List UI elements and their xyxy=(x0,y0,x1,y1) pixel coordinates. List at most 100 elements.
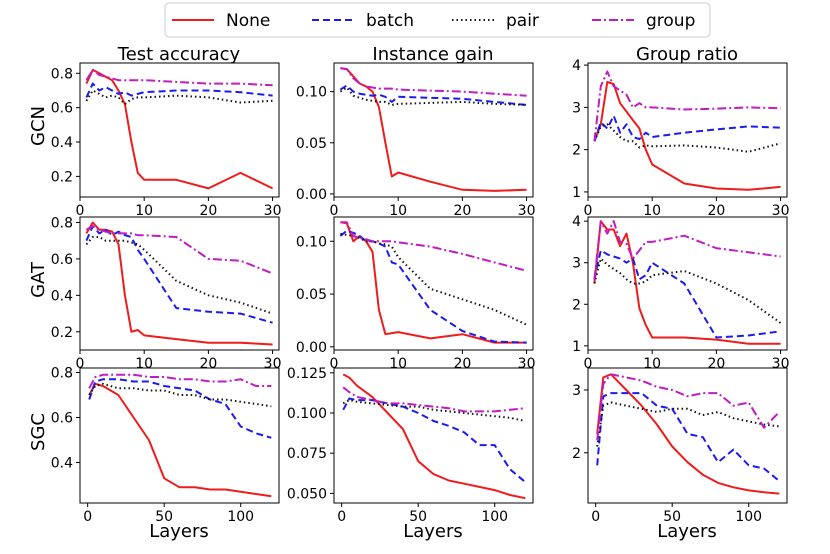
legend-frame xyxy=(164,2,711,38)
x-tick-label: 30 xyxy=(264,203,282,219)
series-line-pair xyxy=(85,89,273,106)
y-tick-label: 0.8 xyxy=(51,366,73,382)
series-line-none xyxy=(593,81,781,191)
series-line-group xyxy=(88,373,272,389)
x-tick-label: 30 xyxy=(772,203,790,219)
y-tick-label: 0.10 xyxy=(296,234,327,250)
x-tick-label: 0 xyxy=(591,509,600,525)
y-tick-label: 0.8 xyxy=(51,66,73,82)
series-line-batch xyxy=(85,225,273,324)
series-line-group xyxy=(85,68,273,87)
legend-label-pair: pair xyxy=(506,11,539,31)
series-line-pair xyxy=(85,236,273,315)
axes-frame xyxy=(333,62,534,198)
y-tick-label: 0.6 xyxy=(51,252,73,268)
x-tick-label: 50 xyxy=(155,509,173,525)
series-line-group xyxy=(593,70,781,142)
column-title-test-accuracy: Test accuracy xyxy=(117,44,241,65)
y-tick-label: 3 xyxy=(572,100,581,116)
column-title-instance-gain: Instance gain xyxy=(372,44,493,65)
x-tick-label: 10 xyxy=(643,203,661,219)
y-tick-label: 0.075 xyxy=(287,446,327,462)
x-tick-label: 0 xyxy=(337,509,346,525)
series-line-none xyxy=(85,68,274,190)
row-label-sgc: SGC xyxy=(28,413,49,451)
series-line-pair xyxy=(593,257,782,324)
y-tick-label: 0.050 xyxy=(287,486,327,502)
x-tick-label: 30 xyxy=(518,203,536,219)
y-tick-label: 0.4 xyxy=(51,288,73,304)
axes-frame xyxy=(79,62,280,198)
series-line-batch xyxy=(596,392,780,482)
axes-frame xyxy=(79,216,280,351)
axes-frame xyxy=(587,62,788,198)
x-tick-label: 0 xyxy=(584,203,593,219)
series-line-batch xyxy=(593,249,781,339)
axes-frame xyxy=(587,216,788,351)
row-label-gcn: GCN xyxy=(28,106,49,146)
y-tick-label: 1 xyxy=(572,185,581,201)
series-line-group xyxy=(593,220,781,280)
y-tick-label: 0.4 xyxy=(51,135,73,151)
y-tick-label: 4 xyxy=(572,214,581,230)
y-tick-label: 2 xyxy=(572,297,581,313)
y-tick-label: 3 xyxy=(572,383,581,399)
x-tick-label: 20 xyxy=(453,356,471,372)
series-line-pair xyxy=(593,123,781,153)
series-line-batch xyxy=(342,397,526,483)
series-line-pair xyxy=(339,86,527,106)
legend-label-batch: batch xyxy=(366,11,414,31)
series-line-group xyxy=(342,386,526,413)
y-tick-label: 0.2 xyxy=(51,169,73,185)
series-line-none xyxy=(85,221,273,346)
y-tick-label: 0.05 xyxy=(296,136,327,152)
y-tick-label: 2 xyxy=(572,446,581,462)
y-tick-label: 0.05 xyxy=(296,287,327,303)
y-tick-label: 1 xyxy=(572,339,581,355)
y-tick-label: 3 xyxy=(572,256,581,272)
y-tick-label: 0.125 xyxy=(287,366,327,382)
y-tick-label: 0.2 xyxy=(51,325,73,341)
series-line-none xyxy=(342,373,526,500)
axes-frame xyxy=(333,216,534,351)
x-axis-label-instance-gain: Layers xyxy=(403,521,463,542)
y-tick-label: 0.4 xyxy=(51,456,73,472)
axes-frame xyxy=(587,367,788,504)
axes-frame xyxy=(79,367,280,504)
legend-label-none: None xyxy=(226,11,270,31)
series-line-group xyxy=(340,67,527,97)
x-tick-label: 0 xyxy=(584,356,593,372)
x-tick-label: 0 xyxy=(76,356,85,372)
y-tick-label: 0.6 xyxy=(51,101,73,117)
x-tick-label: 0 xyxy=(330,356,339,372)
panel-gat-instance-gain: 0 10 20 300.000.050.10 xyxy=(296,216,535,372)
y-tick-label: 0.00 xyxy=(296,340,327,356)
series-line-none xyxy=(88,382,272,498)
y-tick-label: 0.00 xyxy=(296,187,327,203)
axes-frame xyxy=(333,367,534,504)
series-line-none xyxy=(340,221,527,344)
x-tick-label: 0 xyxy=(330,203,339,219)
x-tick-label: 0 xyxy=(83,509,92,525)
y-tick-label: 2 xyxy=(572,143,581,159)
panels: 0 10 20 300.20.40.60.80 10 20 300.000.050.100 1… xyxy=(51,58,790,525)
series-line-batch xyxy=(339,84,527,106)
x-tick-label: 10 xyxy=(389,356,407,372)
y-tick-label: 0.8 xyxy=(51,215,73,231)
y-tick-label: 0.100 xyxy=(287,406,327,422)
y-tick-label: 4 xyxy=(572,58,581,74)
x-tick-label: 20 xyxy=(199,203,217,219)
y-tick-label: 0.10 xyxy=(296,85,327,101)
panel-gat-test-accuracy: 0 10 20 300.20.40.60.8 xyxy=(51,215,282,372)
series-line-none xyxy=(593,220,781,345)
x-tick-label: 20 xyxy=(453,203,471,219)
series-line-batch xyxy=(88,378,272,439)
x-axis-label-test-accuracy: Layers xyxy=(149,521,209,542)
x-tick-label: 10 xyxy=(135,203,153,219)
x-tick-label: 50 xyxy=(663,509,681,525)
series-line-batch xyxy=(593,114,781,142)
x-tick-label: 100 xyxy=(227,509,254,525)
legend: None batch pair group xyxy=(164,2,711,38)
series-line-none xyxy=(340,67,527,192)
